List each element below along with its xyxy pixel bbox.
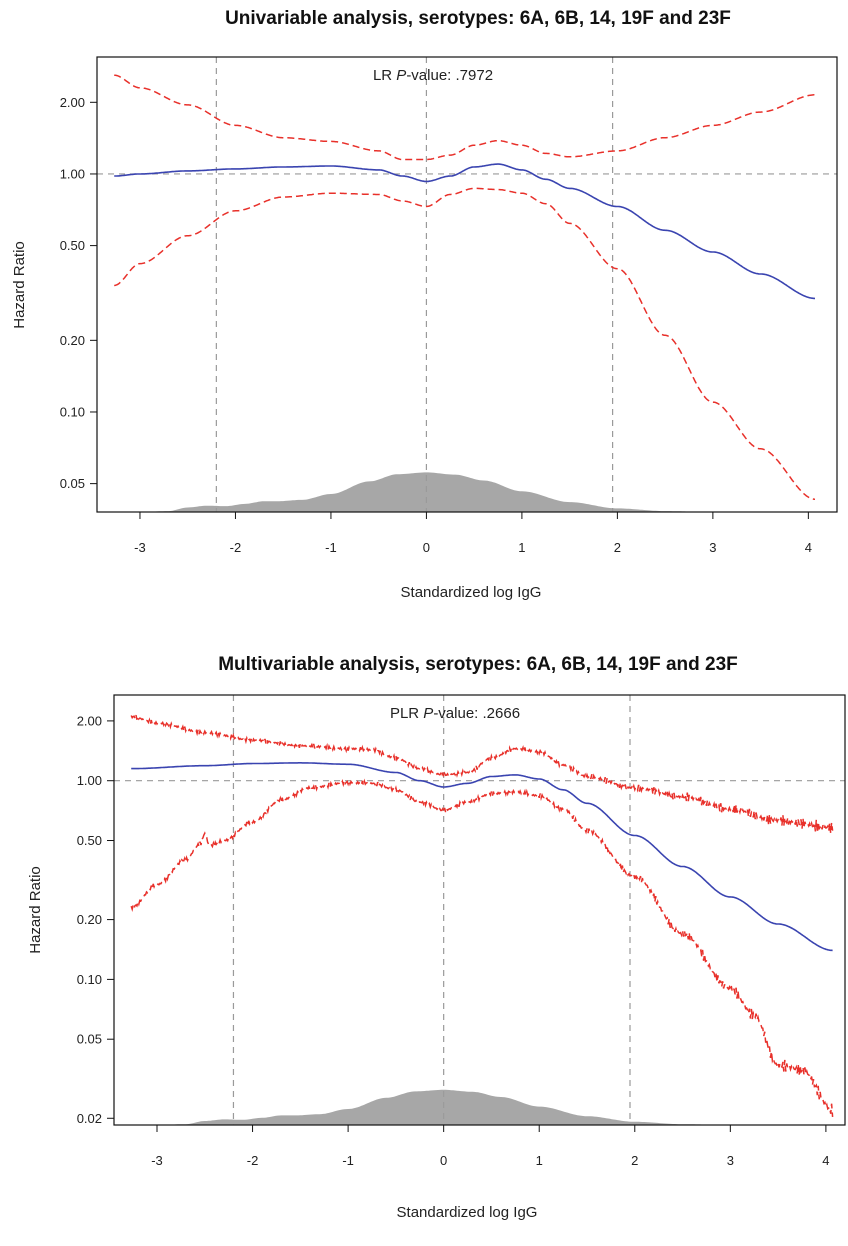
estimate-line — [114, 163, 815, 300]
y-tick-label: 2.00 — [77, 713, 102, 728]
panel1-p-value: LR P-value: .7972 — [373, 67, 493, 84]
x-tick-label: -2 — [247, 1153, 259, 1168]
panel2-y-axis: 0.02 0.05 0.10 0.20 0.50 1.00 2.00 — [77, 713, 114, 1126]
upper-ci-line — [130, 713, 834, 834]
y-tick-label: 0.50 — [60, 238, 85, 253]
x-tick-label: -3 — [134, 540, 146, 555]
panel1-reference-lines — [97, 57, 837, 512]
x-tick-label: 2 — [631, 1153, 638, 1168]
x-tick-label: -2 — [230, 540, 242, 555]
y-tick-label: 1.00 — [77, 773, 102, 788]
lower-ci-line — [114, 187, 815, 500]
density-area — [101, 472, 733, 512]
x-tick-label: -1 — [325, 540, 337, 555]
panel1-series-layer — [114, 74, 815, 500]
panel1-plot-frame — [96, 56, 838, 513]
panel1-x-axis: -3 -2 -1 0 1 2 3 4 — [134, 512, 812, 555]
y-tick-label: 0.10 — [60, 404, 85, 419]
panel-multivariable: Multivariable analysis, serotypes: 6A, 6… — [27, 654, 846, 1221]
panel2-title: Multivariable analysis, serotypes: 6A, 6… — [218, 654, 738, 675]
y-tick-label: 2.00 — [60, 95, 85, 110]
panel2-x-axis: -3 -2 -1 0 1 2 3 4 — [151, 1125, 830, 1168]
y-tick-label: 0.20 — [77, 912, 102, 927]
x-tick-label: -3 — [151, 1153, 163, 1168]
panel2-x-axis-label: Standardized log IgG — [397, 1204, 538, 1221]
panel2-p-value: PLR P-value: .2666 — [390, 705, 520, 722]
y-tick-label: 0.20 — [60, 333, 85, 348]
y-tick-label: 1.00 — [60, 166, 85, 181]
x-tick-label: 1 — [536, 1153, 543, 1168]
x-tick-label: 4 — [805, 540, 812, 555]
x-tick-label: 4 — [822, 1153, 829, 1168]
estimate-line — [131, 762, 833, 952]
x-tick-label: 0 — [423, 540, 430, 555]
panel2-density-layer — [118, 1089, 750, 1125]
panel2-plot-frame — [113, 694, 846, 1126]
y-tick-label: 0.02 — [77, 1111, 102, 1126]
x-tick-label: 1 — [518, 540, 525, 555]
lower-ci-line — [130, 777, 834, 1117]
panel1-x-axis-label: Standardized log IgG — [401, 584, 542, 601]
density-area — [118, 1089, 750, 1125]
y-tick-label: 0.05 — [60, 476, 85, 491]
x-tick-label: 3 — [709, 540, 716, 555]
y-tick-label: 0.10 — [77, 972, 102, 987]
panel1-density-layer — [101, 472, 733, 512]
x-tick-label: 3 — [727, 1153, 734, 1168]
x-tick-label: 2 — [614, 540, 621, 555]
panel2-reference-lines — [114, 695, 845, 1125]
y-tick-label: 0.50 — [77, 833, 102, 848]
panel2-series-layer — [130, 713, 834, 1117]
panel1-title: Univariable analysis, serotypes: 6A, 6B,… — [225, 8, 731, 29]
x-tick-label: -1 — [342, 1153, 354, 1168]
upper-ci-line — [114, 74, 815, 161]
panel1-y-axis-label: Hazard Ratio — [11, 241, 28, 329]
y-tick-label: 0.05 — [77, 1032, 102, 1047]
panel1-y-axis: 0.05 0.10 0.20 0.50 1.00 2.00 — [60, 95, 97, 491]
x-tick-label: 0 — [440, 1153, 447, 1168]
panel2-y-axis-label: Hazard Ratio — [27, 866, 44, 954]
panel-univariable: Univariable analysis, serotypes: 6A, 6B,… — [11, 8, 838, 601]
